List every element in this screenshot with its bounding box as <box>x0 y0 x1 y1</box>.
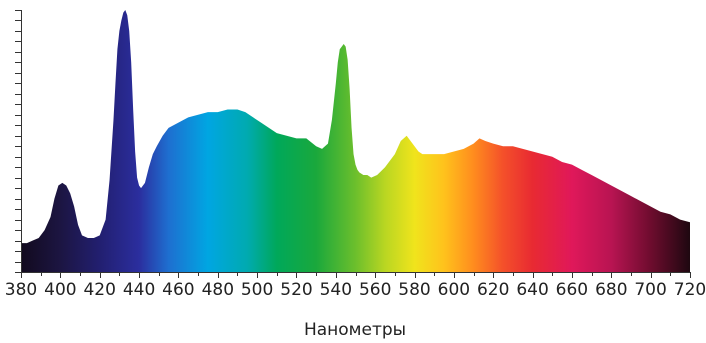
spectrum-area-layer <box>21 10 690 272</box>
x-tick-label: 460 <box>162 280 194 300</box>
x-tick-label: 440 <box>123 280 155 300</box>
x-tick-label: 680 <box>595 280 627 300</box>
x-tick-label: 500 <box>241 280 273 300</box>
x-axis-title: Нанометры <box>304 320 406 340</box>
x-tick-label: 400 <box>44 280 76 300</box>
axes <box>15 10 691 278</box>
x-tick-label: 640 <box>516 280 548 300</box>
x-tick-label: 520 <box>280 280 312 300</box>
x-tick-label: 480 <box>202 280 234 300</box>
x-tick-label: 620 <box>477 280 509 300</box>
x-tick-label: 700 <box>634 280 666 300</box>
x-tick-label: 720 <box>674 280 706 300</box>
x-tick-label: 560 <box>359 280 391 300</box>
x-tick-label: 600 <box>438 280 470 300</box>
x-tick-labels: 380 400 420 440 460 480 500 520 540 560 580 600 620 6… <box>5 280 706 300</box>
x-tick-label: 420 <box>83 280 115 300</box>
x-tick-label: 540 <box>320 280 352 300</box>
spectrum-area <box>21 10 690 272</box>
x-tick-label: 580 <box>398 280 430 300</box>
x-tick-label: 380 <box>5 280 37 300</box>
x-tick-label: 660 <box>556 280 588 300</box>
